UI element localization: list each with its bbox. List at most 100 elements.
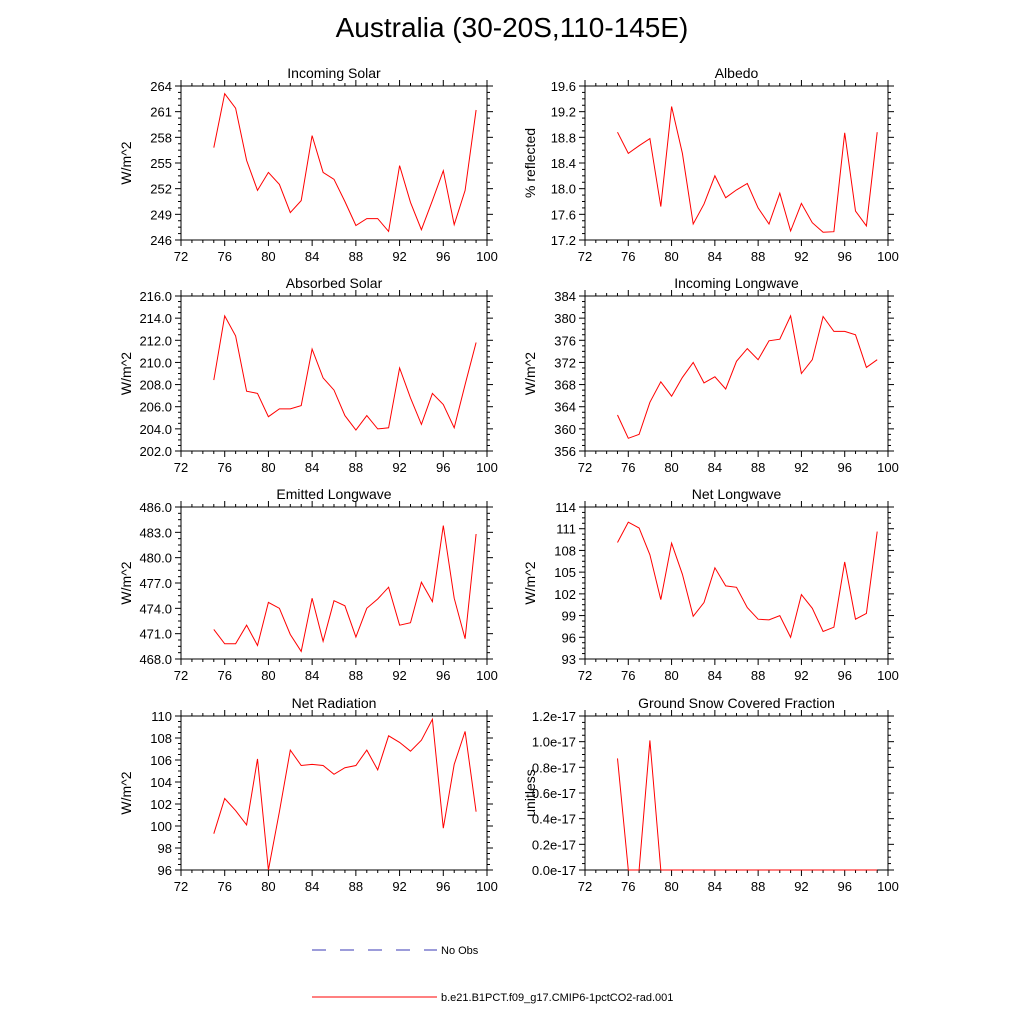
series-line: [213, 717, 477, 871]
panel-6: Net Radiation W/m^2 72 76 80 84 88 92 96 100 96 98 1…: [118, 695, 498, 894]
y-tick-label: 356: [554, 444, 576, 459]
x-tick-label: 80: [664, 249, 678, 264]
y-tick-label: 0.2e-17: [532, 837, 576, 852]
x-tick-label: 84: [708, 460, 722, 475]
y-tick-label: 204.0: [139, 422, 172, 437]
x-tick-label: 88: [349, 879, 363, 894]
y-tick-label: 477.0: [139, 576, 172, 591]
y-tick-label: 99: [562, 609, 576, 624]
x-tick-label: 84: [305, 668, 319, 683]
x-tick-label: 84: [305, 460, 319, 475]
series-line: [213, 525, 477, 653]
x-tick-label: 96: [436, 879, 450, 894]
figure-title: Australia (30-20S,110-145E): [335, 12, 689, 43]
y-tick-label: 214.0: [139, 311, 172, 326]
x-tick-label: 80: [261, 249, 275, 264]
panel-title: Net Longwave: [692, 486, 782, 502]
plot-frame: [180, 715, 488, 871]
y-tick-label: 17.6: [551, 207, 576, 222]
y-tick-label: 102: [554, 587, 576, 602]
y-tick-label: 258: [150, 130, 172, 145]
plot-frame: [180, 85, 488, 241]
x-tick-label: 80: [261, 460, 275, 475]
plot-frame: [584, 506, 889, 660]
y-tick-label: 212.0: [139, 333, 172, 348]
y-axis-label: W/m^2: [522, 561, 538, 604]
x-tick-label: 72: [578, 460, 592, 475]
y-tick-label: 364: [554, 400, 576, 415]
y-tick-label: 252: [150, 182, 172, 197]
y-tick-label: 249: [150, 207, 172, 222]
x-tick-label: 96: [436, 460, 450, 475]
y-tick-label: 111: [556, 522, 576, 537]
y-tick-label: 376: [554, 333, 576, 348]
y-tick-label: 96: [158, 863, 172, 878]
y-tick-label: 18.0: [551, 182, 576, 197]
y-tick-label: 0.8e-17: [532, 760, 576, 775]
series-line: [617, 521, 878, 639]
x-tick-label: 84: [708, 879, 722, 894]
panel-title: Albedo: [715, 65, 759, 81]
series-line: [617, 314, 878, 439]
panel-2: Absorbed Solar W/m^2 72 76 80 84 88 92 96 100 202.…: [118, 275, 498, 475]
panel-title: Net Radiation: [292, 695, 377, 711]
y-tick-label: 474.0: [139, 601, 172, 616]
y-tick-label: 264: [150, 79, 172, 94]
x-tick-label: 72: [174, 668, 188, 683]
y-tick-label: 0.6e-17: [532, 786, 576, 801]
x-tick-label: 92: [392, 249, 406, 264]
x-tick-label: 92: [392, 668, 406, 683]
y-tick-label: 1.2e-17: [532, 709, 576, 724]
x-tick-label: 88: [349, 668, 363, 683]
x-tick-label: 92: [392, 460, 406, 475]
panel-0: Incoming Solar W/m^2 72 76 80 84 88 92 96 100 246 2…: [118, 65, 498, 264]
y-tick-label: 108: [150, 731, 172, 746]
series-line: [617, 740, 878, 871]
x-tick-label: 88: [349, 460, 363, 475]
x-tick-label: 84: [305, 249, 319, 264]
legend: No Obs b.e21.B1PCT.f09_g17.CMIP6-1pctCO2-…: [312, 945, 673, 1004]
x-tick-label: 92: [794, 879, 808, 894]
x-tick-label: 100: [476, 879, 498, 894]
y-tick-label: 96: [562, 630, 576, 645]
y-tick-label: 486.0: [139, 500, 172, 515]
x-tick-label: 92: [794, 460, 808, 475]
y-tick-label: 208.0: [139, 378, 172, 393]
x-tick-label: 84: [305, 879, 319, 894]
y-tick-label: 384: [554, 289, 576, 304]
panel-7: Ground Snow Covered Fraction unitless 72 76…: [522, 695, 899, 894]
x-tick-label: 92: [794, 249, 808, 264]
y-axis-label: unitless: [522, 769, 538, 816]
y-axis-label: W/m^2: [118, 352, 134, 395]
x-tick-label: 76: [621, 249, 635, 264]
x-tick-label: 92: [794, 668, 808, 683]
x-tick-label: 100: [476, 668, 498, 683]
y-tick-label: 471.0: [139, 627, 172, 642]
x-tick-label: 88: [751, 879, 765, 894]
x-tick-label: 100: [877, 249, 899, 264]
x-tick-label: 100: [877, 668, 899, 683]
x-tick-label: 96: [436, 668, 450, 683]
y-tick-label: 206.0: [139, 400, 172, 415]
x-tick-label: 80: [664, 460, 678, 475]
x-tick-label: 72: [578, 668, 592, 683]
panel-title: Incoming Longwave: [674, 275, 799, 291]
x-tick-label: 72: [578, 879, 592, 894]
plot-frame: [180, 506, 488, 660]
y-tick-label: 19.2: [551, 105, 576, 120]
y-tick-label: 380: [554, 311, 576, 326]
y-tick-label: 100: [150, 819, 172, 834]
y-tick-label: 246: [150, 233, 172, 248]
x-tick-label: 100: [476, 460, 498, 475]
y-tick-label: 0.0e-17: [532, 863, 576, 878]
y-tick-label: 255: [150, 156, 172, 171]
x-tick-label: 72: [578, 249, 592, 264]
y-tick-label: 210.0: [139, 355, 172, 370]
y-axis-label: W/m^2: [118, 561, 134, 604]
plot-frame: [584, 715, 889, 871]
y-tick-label: 105: [554, 565, 576, 580]
y-tick-label: 18.8: [551, 130, 576, 145]
y-tick-label: 114: [555, 500, 576, 515]
x-tick-label: 84: [708, 249, 722, 264]
